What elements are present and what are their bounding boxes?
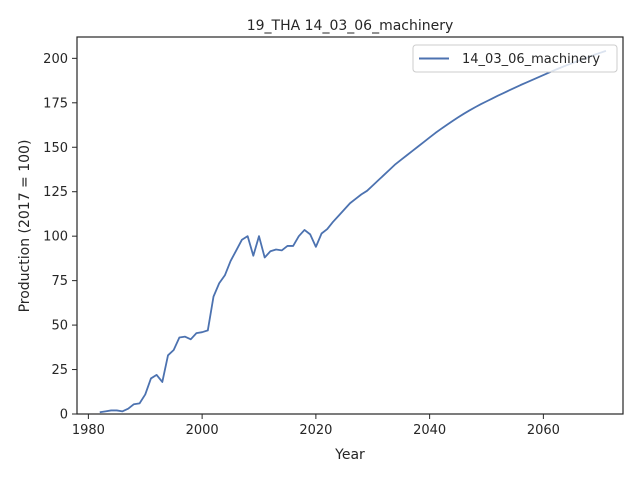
- y-tick-label: 200: [43, 52, 68, 67]
- y-tick-label: 75: [51, 274, 68, 289]
- x-tick-label: 2020: [299, 423, 332, 438]
- chart-title: 19_THA 14_03_06_machinery: [247, 18, 454, 34]
- x-tick-label: 1980: [72, 423, 105, 438]
- y-tick-label: 50: [51, 319, 68, 334]
- plot-frame: [76, 36, 624, 415]
- y-tick-label: 125: [43, 185, 68, 200]
- x-tick-label: 2040: [413, 423, 446, 438]
- x-tick-label: 2060: [527, 423, 560, 438]
- legend: 14_03_06_machinery: [412, 44, 618, 73]
- x-axis: 1980 2000 2020 2040 2060: [72, 414, 560, 438]
- y-tick-label: 100: [43, 230, 68, 245]
- legend-label-14-03-06-machinery: 14_03_06_machinery: [462, 52, 600, 67]
- y-tick-label: 150: [43, 141, 68, 156]
- legend-frame: [412, 44, 618, 73]
- y-axis-label: Production (2017 = 100): [17, 140, 33, 313]
- y-tick-label: 0: [60, 408, 68, 423]
- x-tick-label: 2000: [186, 423, 219, 438]
- y-tick-label: 175: [43, 96, 68, 111]
- y-axis: 0 25 50 75 100 125 150 175 200: [43, 52, 77, 423]
- series-line-14-03-06-machinery: [99, 50, 607, 414]
- x-axis-label: Year: [334, 447, 365, 463]
- y-tick-label: 25: [51, 363, 68, 378]
- series-layer: [99, 50, 607, 414]
